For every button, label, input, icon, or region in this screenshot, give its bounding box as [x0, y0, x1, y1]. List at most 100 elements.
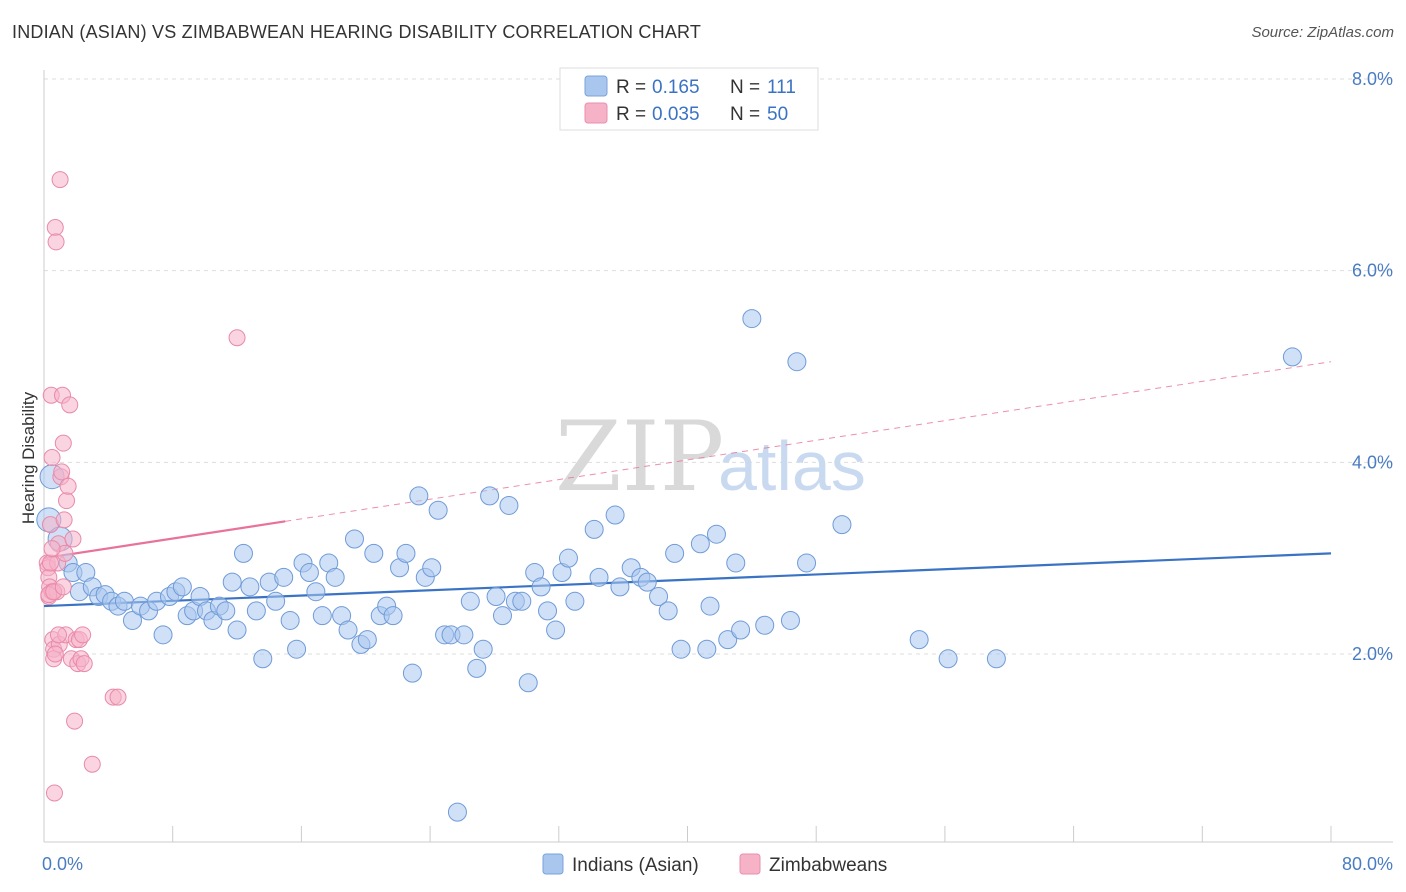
- watermark-zip: ZIP: [555, 401, 724, 513]
- point-indians: [1282, 347, 1302, 367]
- point-indians: [287, 639, 307, 659]
- point-indians: [357, 630, 377, 650]
- point-indians: [832, 515, 852, 535]
- point-indians: [731, 620, 751, 640]
- point-indians: [658, 601, 678, 621]
- point-indians: [986, 649, 1006, 669]
- legend-r-value-1: 0.165: [652, 77, 700, 98]
- legend-n-label-1: N =: [730, 77, 760, 98]
- point-indians: [938, 649, 958, 669]
- point-indians: [718, 630, 738, 650]
- point-indians: [467, 658, 487, 678]
- trend-line-zimbabweans-solid: [43, 520, 286, 560]
- point-zimbabweans: [75, 655, 93, 673]
- point-indians: [280, 610, 300, 630]
- source-credit: Source: ZipAtlas.com: [1251, 24, 1394, 41]
- point-zimbabweans: [228, 329, 246, 347]
- point-indians: [742, 309, 762, 329]
- point-indians: [531, 577, 551, 597]
- point-indians: [492, 606, 512, 626]
- legend-n-value-1: 111: [767, 77, 796, 98]
- point-indians: [383, 606, 403, 626]
- legend-r-label-1: R =: [616, 77, 646, 98]
- point-zimbabweans: [41, 554, 59, 572]
- point-zimbabweans: [55, 511, 73, 529]
- point-zimbabweans: [46, 219, 64, 237]
- point-indians: [447, 802, 467, 822]
- point-zimbabweans: [47, 233, 65, 251]
- point-indians: [422, 558, 442, 578]
- point-indians: [306, 582, 326, 602]
- point-indians: [480, 486, 500, 506]
- point-indians: [338, 620, 358, 640]
- point-indians: [266, 591, 286, 611]
- legend-r-value-2: 0.035: [652, 104, 700, 125]
- point-indians: [460, 591, 480, 611]
- point-indians: [512, 591, 532, 611]
- point-indians: [700, 596, 720, 616]
- point-zimbabweans: [109, 688, 127, 706]
- point-indians: [233, 543, 253, 563]
- point-indians: [364, 543, 384, 563]
- legend-n-value-2: 50: [767, 104, 788, 125]
- point-zimbabweans: [53, 463, 71, 481]
- point-indians: [344, 529, 364, 549]
- point-indians: [610, 577, 630, 597]
- x-tick-label-max: 80.0%: [1342, 854, 1393, 874]
- bottom-legend-indians: Indians (Asian): [572, 855, 699, 876]
- point-indians: [565, 591, 585, 611]
- point-zimbabweans: [49, 626, 67, 644]
- point-zimbabweans: [58, 492, 76, 510]
- chart-title: INDIAN (ASIAN) VS ZIMBABWEAN HEARING DIS…: [12, 22, 702, 42]
- point-zimbabweans: [45, 784, 63, 802]
- watermark-atlas: atlas: [718, 427, 866, 505]
- point-zimbabweans: [59, 477, 77, 495]
- point-indians: [428, 500, 448, 520]
- point-indians: [253, 649, 273, 669]
- legend-r-label-2: R =: [616, 104, 646, 125]
- point-indians: [787, 352, 807, 372]
- point-zimbabweans: [51, 171, 69, 189]
- watermark: ZIP atlas: [555, 401, 866, 513]
- point-indians: [546, 620, 566, 640]
- x-tick-label-min: 0.0%: [42, 854, 83, 874]
- point-zimbabweans: [64, 530, 82, 548]
- trend-lines: [43, 361, 1332, 608]
- point-indians: [325, 567, 345, 587]
- point-indians: [558, 548, 578, 568]
- point-indians: [671, 639, 691, 659]
- point-indians: [637, 572, 657, 592]
- y-axis-title: Hearing Disability: [19, 391, 38, 524]
- point-zimbabweans: [54, 434, 72, 452]
- point-indians: [706, 524, 726, 544]
- point-indians: [216, 601, 236, 621]
- point-zimbabweans: [43, 540, 61, 558]
- point-indians: [649, 587, 669, 606]
- point-indians: [518, 673, 538, 693]
- point-indians: [274, 567, 294, 587]
- y-tick-label-8: 8.0%: [1352, 69, 1393, 89]
- point-zimbabweans: [43, 449, 61, 467]
- point-indians: [222, 572, 242, 592]
- point-indians: [402, 663, 422, 683]
- y-tick-label-2: 2.0%: [1352, 644, 1393, 664]
- legend-swatch-blue: [584, 75, 608, 97]
- point-indians: [584, 519, 604, 539]
- point-indians: [538, 601, 558, 621]
- point-indians: [227, 620, 247, 640]
- point-indians: [755, 615, 775, 635]
- point-indians: [726, 553, 746, 573]
- point-zimbabweans: [66, 712, 84, 730]
- point-indians: [122, 610, 142, 630]
- point-indians: [605, 505, 625, 525]
- legend-box: R = 0.165 N = 111 R = 0.035 N = 50: [559, 67, 819, 131]
- point-zimbabweans: [54, 578, 72, 596]
- legend-n-label-2: N =: [730, 104, 760, 125]
- point-indians: [299, 563, 319, 583]
- point-indians: [690, 534, 710, 554]
- point-indians: [240, 577, 260, 597]
- bottom-legend-zimbabweans: Zimbabweans: [769, 855, 887, 876]
- point-indians: [486, 587, 506, 606]
- point-indians: [454, 625, 474, 645]
- trend-line-zimbabweans-dashed: [285, 361, 1332, 522]
